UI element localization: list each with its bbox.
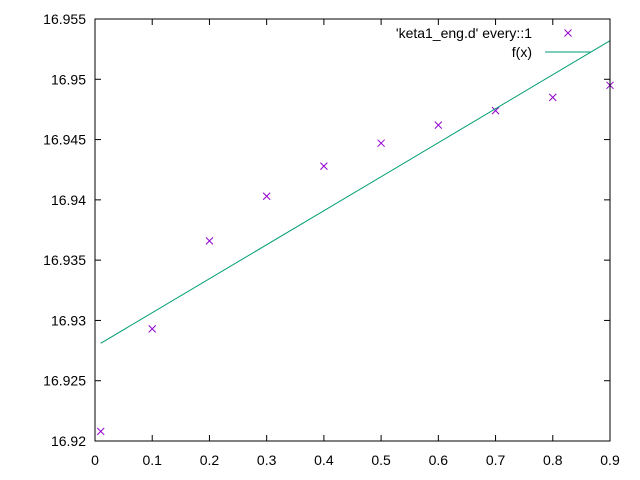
legend-marker-points <box>564 29 572 37</box>
marker-stroke <box>548 93 557 102</box>
fit-line <box>100 40 611 344</box>
data-point <box>548 93 557 102</box>
marker-stroke <box>148 325 157 333</box>
data-point <box>434 121 443 129</box>
legend: 'keta1_eng.d' every::1 f(x) <box>396 25 591 60</box>
legend-cross <box>564 29 572 37</box>
y-tick-labels: 16.92 16.925 16.93 16.935 16.94 16.945 16.95 16… <box>43 11 86 449</box>
marker-stroke <box>205 236 214 245</box>
x-tick-label: 0.4 <box>314 452 334 468</box>
data-point <box>96 427 105 436</box>
y-tick-label: 16.92 <box>51 433 86 449</box>
x-tick-labels: 0 0.1 0.2 0.3 0.4 0.5 0.6 0.7 0.8 0.9 <box>91 452 620 468</box>
data-point <box>262 192 271 201</box>
data-point <box>148 325 157 333</box>
x-tick-label: 0 <box>91 452 99 468</box>
data-point <box>320 162 328 170</box>
legend-label-line: f(x) <box>512 44 532 60</box>
data-point <box>491 106 500 115</box>
x-tick-label: 0.2 <box>200 452 220 468</box>
y-tick-label: 16.95 <box>51 71 86 87</box>
plot-frame <box>94 18 611 442</box>
x-tick-label: 0.5 <box>371 452 391 468</box>
y-tick-label: 16.93 <box>51 312 86 328</box>
marker-stroke <box>491 106 500 115</box>
data-point <box>377 139 385 148</box>
tick-marks <box>94 18 611 442</box>
x-tick-label: 0.1 <box>142 452 162 468</box>
x-tick-label: 0.3 <box>257 452 277 468</box>
x-tick-label: 0.9 <box>600 452 620 468</box>
legend-label-points: 'keta1_eng.d' every::1 <box>396 25 532 41</box>
x-tick-label: 0.8 <box>543 452 563 468</box>
y-tick-label: 16.94 <box>51 192 86 208</box>
marker-stroke <box>262 192 271 201</box>
x-tick-label: 0.7 <box>486 452 506 468</box>
marker-stroke <box>377 139 385 148</box>
series-layer <box>96 40 614 436</box>
y-tick-label: 16.935 <box>43 252 86 268</box>
marker-stroke <box>434 121 443 129</box>
y-tick-label: 16.945 <box>43 132 86 148</box>
marker-stroke <box>320 162 328 170</box>
data-point <box>205 236 214 245</box>
y-tick-label: 16.955 <box>43 11 86 27</box>
marker-stroke <box>96 427 105 436</box>
marker-stroke <box>564 29 572 37</box>
y-tick-label: 16.925 <box>43 373 86 389</box>
x-tick-label: 0.6 <box>429 452 449 468</box>
